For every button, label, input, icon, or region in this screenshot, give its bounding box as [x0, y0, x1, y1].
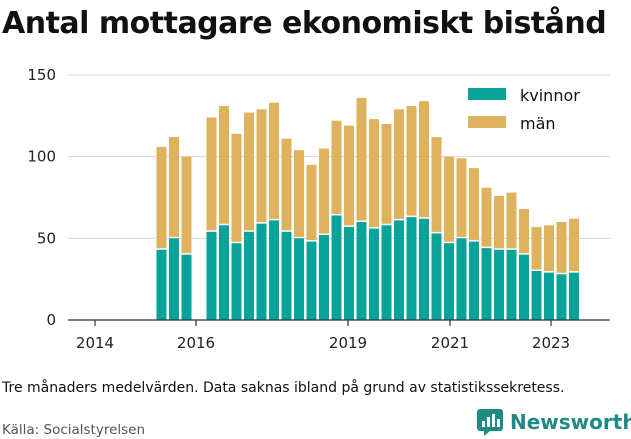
bar-man: [156, 146, 167, 249]
y-tick-label: 100: [27, 148, 56, 166]
bar-kvinnor: [481, 248, 492, 320]
bar-kvinnor: [469, 241, 479, 320]
x-tick-label: 2021: [431, 334, 469, 352]
bar-kvinnor: [206, 231, 217, 320]
bar-kvinnor: [456, 238, 467, 320]
y-tick-label: 50: [37, 229, 56, 247]
bar-kvinnor: [419, 218, 429, 320]
newsworthy-icon: [477, 409, 503, 436]
bar-man: [356, 97, 367, 221]
bar-man: [256, 109, 267, 223]
stacked-bar-chart: 0 50 100 150 2014 2016 2019 2021 2023 kvinnor m…: [27, 66, 610, 352]
bar-kvinnor: [231, 243, 242, 320]
bar-man: [331, 120, 342, 214]
bar-kvinnor: [331, 215, 342, 320]
bar-kvinnor: [181, 254, 192, 320]
y-tick-label: 0: [46, 311, 56, 329]
bar-man: [494, 195, 504, 249]
x-tick-label: 2014: [76, 334, 114, 352]
x-axis-tick-labels: 2014 2016 2019 2021 2023: [76, 320, 570, 352]
bar-man: [181, 156, 192, 254]
bar-man: [281, 138, 292, 231]
x-tick-label: 2023: [532, 334, 570, 352]
x-tick-label: 2019: [329, 334, 367, 352]
legend-label-man: män: [520, 114, 556, 133]
bar-kvinnor: [494, 249, 504, 320]
legend: kvinnor män: [468, 86, 580, 133]
x-tick-label: 2016: [177, 334, 215, 352]
bar-kvinnor: [244, 231, 254, 320]
bar-man: [456, 158, 467, 237]
bar-man: [306, 164, 317, 241]
bar-man: [219, 106, 229, 224]
chart-title: Antal mottagare ekonomiskt bistånd: [2, 6, 607, 41]
bar-man: [431, 137, 442, 232]
bar-kvinnor: [406, 217, 417, 320]
brand-name: Newsworthy: [510, 410, 631, 434]
brand-logo[interactable]: Newsworthy: [476, 408, 631, 436]
bar-man: [531, 226, 542, 270]
bar-man: [381, 124, 392, 224]
bar-man: [369, 119, 379, 228]
bar-kvinnor: [256, 223, 267, 320]
bar-man: [344, 125, 354, 226]
bar-man: [556, 222, 567, 273]
bar-kvinnor: [381, 225, 392, 320]
bars: [156, 97, 579, 320]
bar-man: [419, 101, 429, 218]
bar-kvinnor: [506, 249, 517, 320]
bar-kvinnor: [306, 241, 317, 320]
chart-note: Tre månaders medelvärden. Data saknas ib…: [2, 380, 565, 396]
legend-swatch-man: [468, 116, 506, 128]
bar-kvinnor: [569, 272, 579, 320]
bar-man: [294, 150, 304, 237]
legend-label-kvinnor: kvinnor: [520, 86, 580, 105]
bar-man: [244, 112, 254, 231]
bar-man: [569, 218, 579, 272]
bar-kvinnor: [269, 220, 279, 320]
bar-man: [169, 137, 179, 237]
bar-kvinnor: [544, 272, 554, 320]
bar-man: [394, 109, 404, 219]
bar-kvinnor: [294, 238, 304, 320]
bar-man: [231, 133, 242, 242]
bar-kvinnor: [281, 231, 292, 320]
legend-swatch-kvinnor: [468, 88, 506, 100]
source-text: Källa: Socialstyrelsen: [2, 422, 146, 438]
bar-man: [319, 148, 329, 234]
bar-man: [206, 117, 217, 231]
bar-kvinnor: [444, 243, 454, 320]
bar-man: [544, 225, 554, 272]
bar-man: [269, 102, 279, 219]
bar-kvinnor: [531, 271, 542, 320]
bar-man: [406, 106, 417, 216]
bar-kvinnor: [156, 249, 167, 320]
bar-man: [469, 168, 479, 241]
y-tick-label: 150: [27, 66, 56, 84]
bar-kvinnor: [556, 274, 567, 320]
bar-man: [519, 208, 529, 254]
bar-kvinnor: [344, 226, 354, 320]
bar-kvinnor: [356, 222, 367, 320]
bar-kvinnor: [169, 238, 179, 320]
bar-kvinnor: [431, 233, 442, 320]
y-axis-tick-labels: 0 50 100 150: [27, 66, 56, 329]
bar-kvinnor: [319, 235, 329, 320]
bar-kvinnor: [519, 254, 529, 320]
bar-man: [444, 156, 454, 242]
bar-kvinnor: [369, 228, 379, 320]
bar-kvinnor: [394, 220, 404, 320]
bar-man: [481, 187, 492, 247]
bar-kvinnor: [219, 225, 229, 320]
bar-man: [506, 192, 517, 249]
